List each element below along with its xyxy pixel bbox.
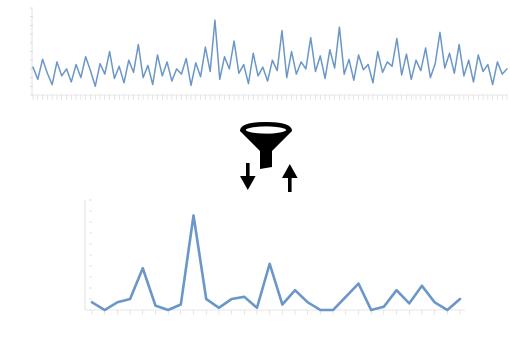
filtered-series-chart bbox=[84, 199, 465, 315]
series-line bbox=[90, 214, 462, 312]
top-chart-x-ticks bbox=[32, 95, 508, 100]
filter-icon-group bbox=[240, 122, 298, 192]
series-line bbox=[32, 19, 508, 88]
bottom-chart-x-ticks bbox=[91, 310, 461, 315]
arrow-up-icon bbox=[282, 164, 298, 192]
top-chart-series bbox=[32, 19, 508, 88]
arrow-down-icon bbox=[240, 163, 256, 190]
top-chart-y-ticks bbox=[30, 7, 33, 96]
bottom-chart-y-ticks bbox=[89, 199, 92, 311]
raw-time-series-chart bbox=[30, 7, 508, 100]
funnel-filter-icon bbox=[240, 122, 292, 169]
bottom-chart-series bbox=[90, 214, 462, 312]
